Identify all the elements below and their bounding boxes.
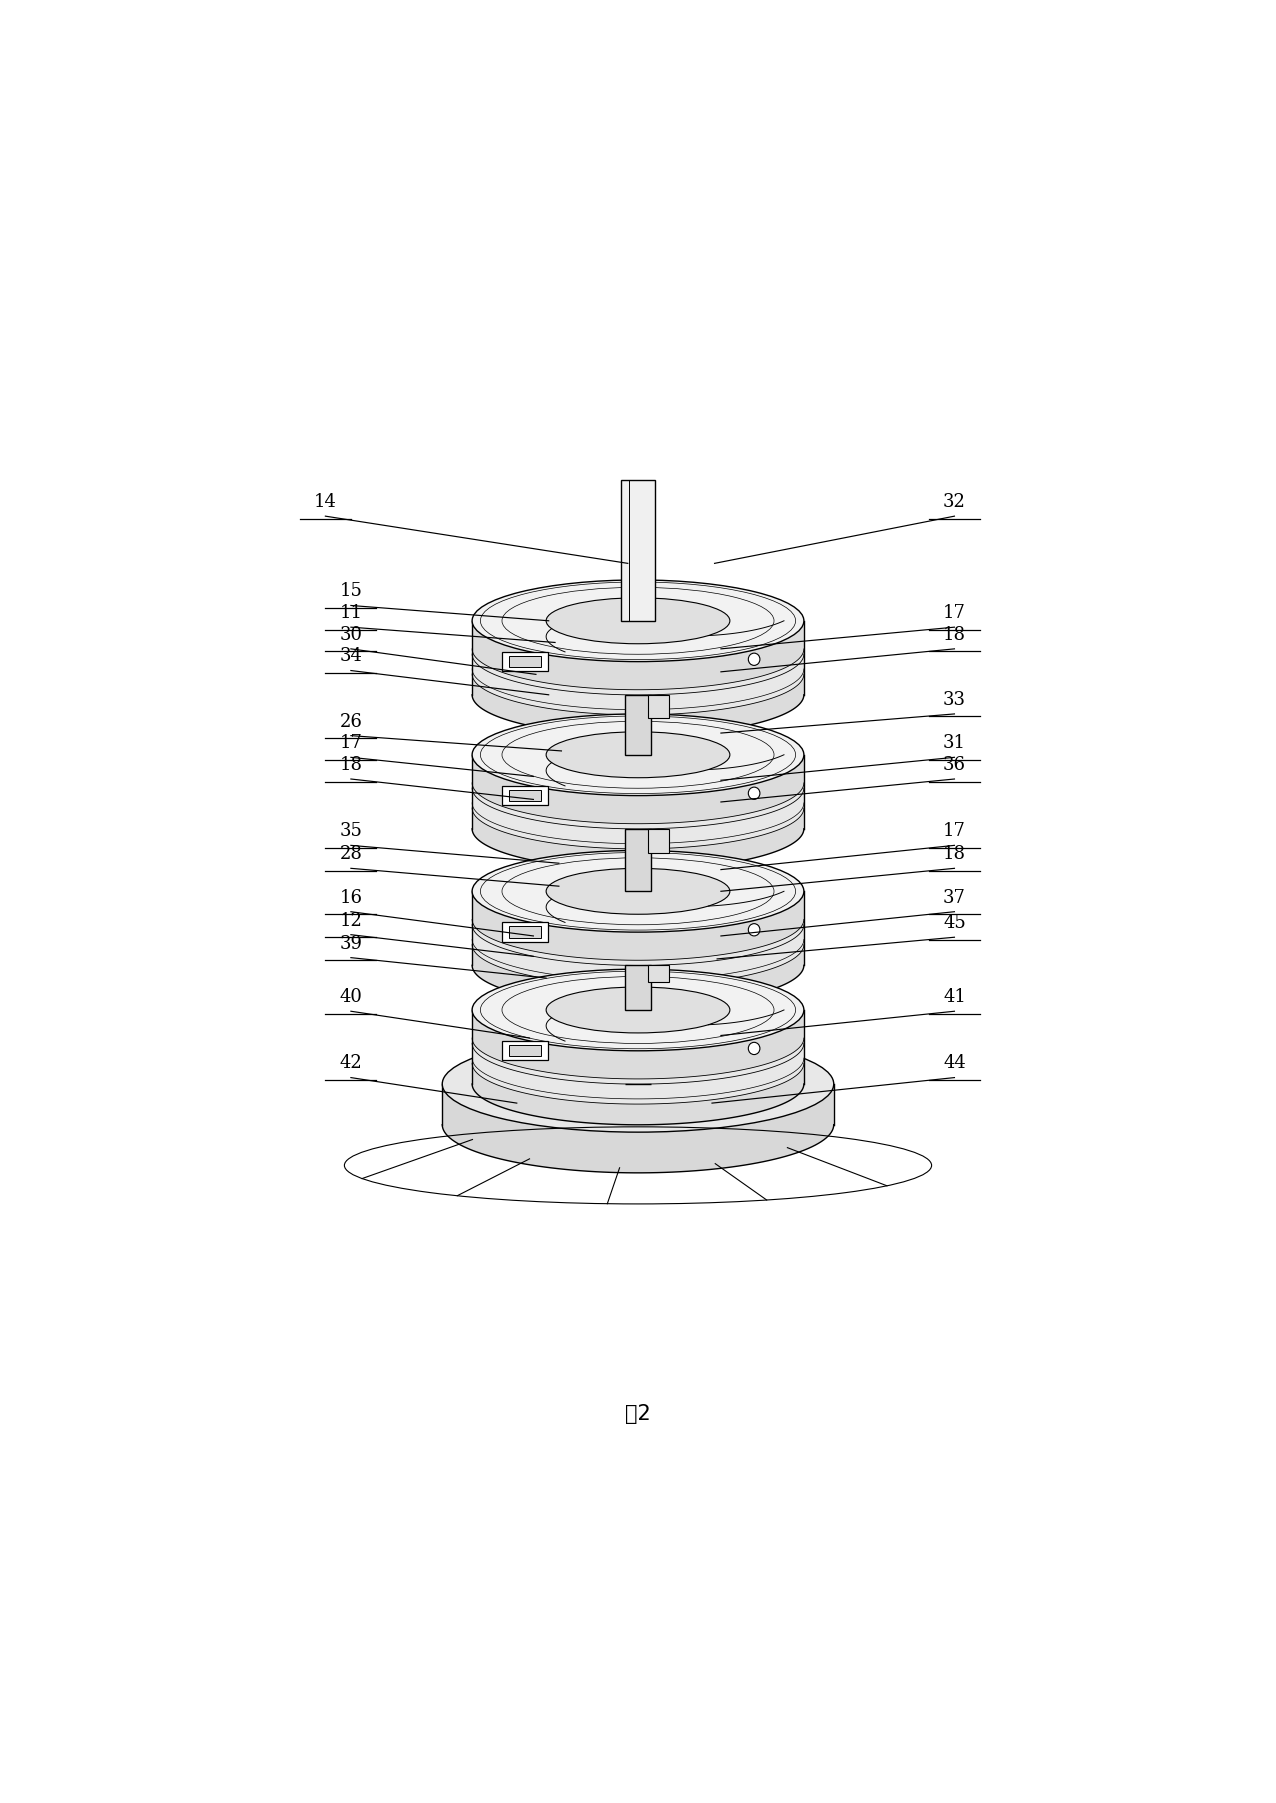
Ellipse shape	[472, 970, 804, 1051]
Text: 14: 14	[314, 492, 337, 510]
Text: 37: 37	[943, 889, 966, 907]
Polygon shape	[472, 649, 804, 716]
FancyBboxPatch shape	[501, 1040, 549, 1060]
Text: 39: 39	[339, 934, 362, 952]
Text: 35: 35	[339, 822, 362, 840]
Ellipse shape	[472, 581, 804, 662]
Text: 11: 11	[339, 604, 362, 622]
Ellipse shape	[748, 923, 760, 936]
Text: 12: 12	[339, 912, 362, 930]
Polygon shape	[472, 620, 804, 736]
Text: 17: 17	[943, 822, 966, 840]
Text: 17: 17	[339, 734, 362, 752]
Text: 32: 32	[943, 492, 966, 510]
Text: 18: 18	[943, 626, 966, 644]
Text: 45: 45	[943, 914, 966, 932]
Ellipse shape	[472, 851, 804, 932]
Text: 31: 31	[943, 734, 966, 752]
Ellipse shape	[748, 653, 760, 665]
Text: 41: 41	[943, 988, 966, 1006]
Text: 18: 18	[943, 846, 966, 864]
Text: 34: 34	[339, 647, 362, 665]
FancyBboxPatch shape	[509, 1046, 541, 1057]
Polygon shape	[625, 965, 651, 1010]
Polygon shape	[625, 694, 651, 755]
Ellipse shape	[546, 869, 730, 914]
Text: 18: 18	[339, 755, 362, 773]
FancyBboxPatch shape	[501, 923, 549, 941]
Text: 图2: 图2	[625, 1405, 651, 1424]
Text: 16: 16	[339, 889, 362, 907]
Ellipse shape	[748, 1042, 760, 1055]
Text: 30: 30	[339, 626, 362, 644]
FancyBboxPatch shape	[509, 656, 541, 667]
Text: 42: 42	[339, 1055, 362, 1073]
Polygon shape	[472, 783, 804, 849]
Polygon shape	[472, 1039, 804, 1103]
FancyBboxPatch shape	[509, 790, 541, 801]
Polygon shape	[472, 1010, 804, 1125]
Polygon shape	[443, 1084, 833, 1172]
Ellipse shape	[443, 1035, 833, 1132]
Text: 26: 26	[339, 712, 362, 730]
Text: 36: 36	[943, 755, 966, 773]
FancyBboxPatch shape	[501, 653, 549, 671]
Text: 15: 15	[339, 582, 362, 600]
Text: 33: 33	[943, 691, 966, 709]
Ellipse shape	[546, 732, 730, 777]
Polygon shape	[472, 891, 804, 1006]
Text: 28: 28	[339, 846, 362, 864]
Ellipse shape	[546, 986, 730, 1033]
Text: 44: 44	[943, 1055, 966, 1073]
Polygon shape	[648, 829, 669, 853]
Polygon shape	[648, 965, 669, 983]
Polygon shape	[625, 829, 651, 891]
FancyBboxPatch shape	[501, 786, 549, 806]
Polygon shape	[648, 694, 669, 718]
Polygon shape	[621, 480, 655, 620]
Ellipse shape	[748, 788, 760, 799]
Ellipse shape	[472, 714, 804, 795]
FancyBboxPatch shape	[509, 927, 541, 938]
Polygon shape	[472, 755, 804, 869]
Ellipse shape	[546, 599, 730, 644]
Text: 17: 17	[943, 604, 966, 622]
Text: 40: 40	[339, 988, 362, 1006]
Polygon shape	[472, 920, 804, 986]
